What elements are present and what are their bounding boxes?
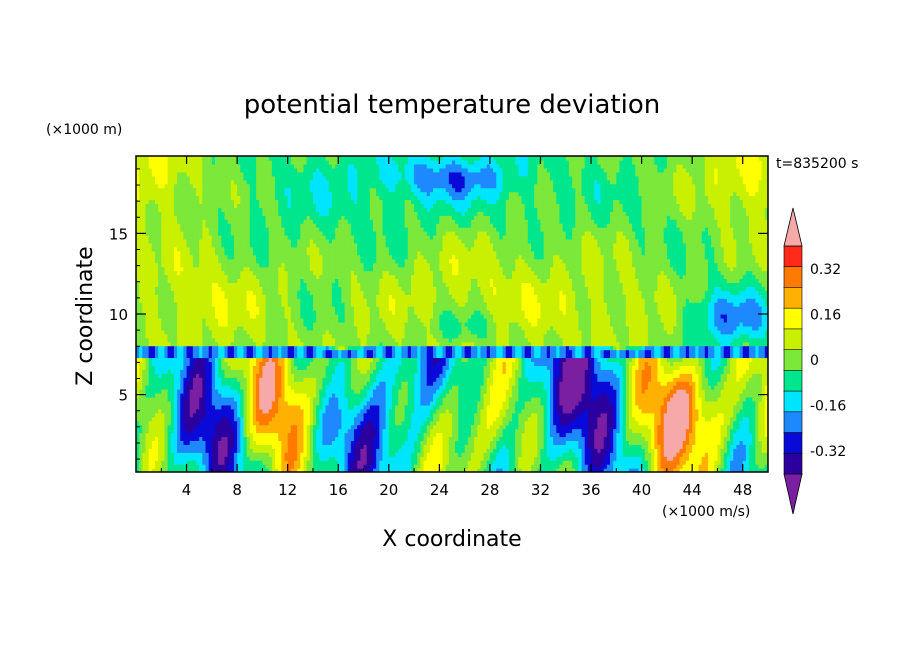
contour-field <box>136 156 769 473</box>
y-unit-label: (×1000 m) <box>46 122 122 138</box>
chart-title: potential temperature deviation <box>244 90 660 120</box>
time-label: t=835200 s <box>776 156 858 172</box>
